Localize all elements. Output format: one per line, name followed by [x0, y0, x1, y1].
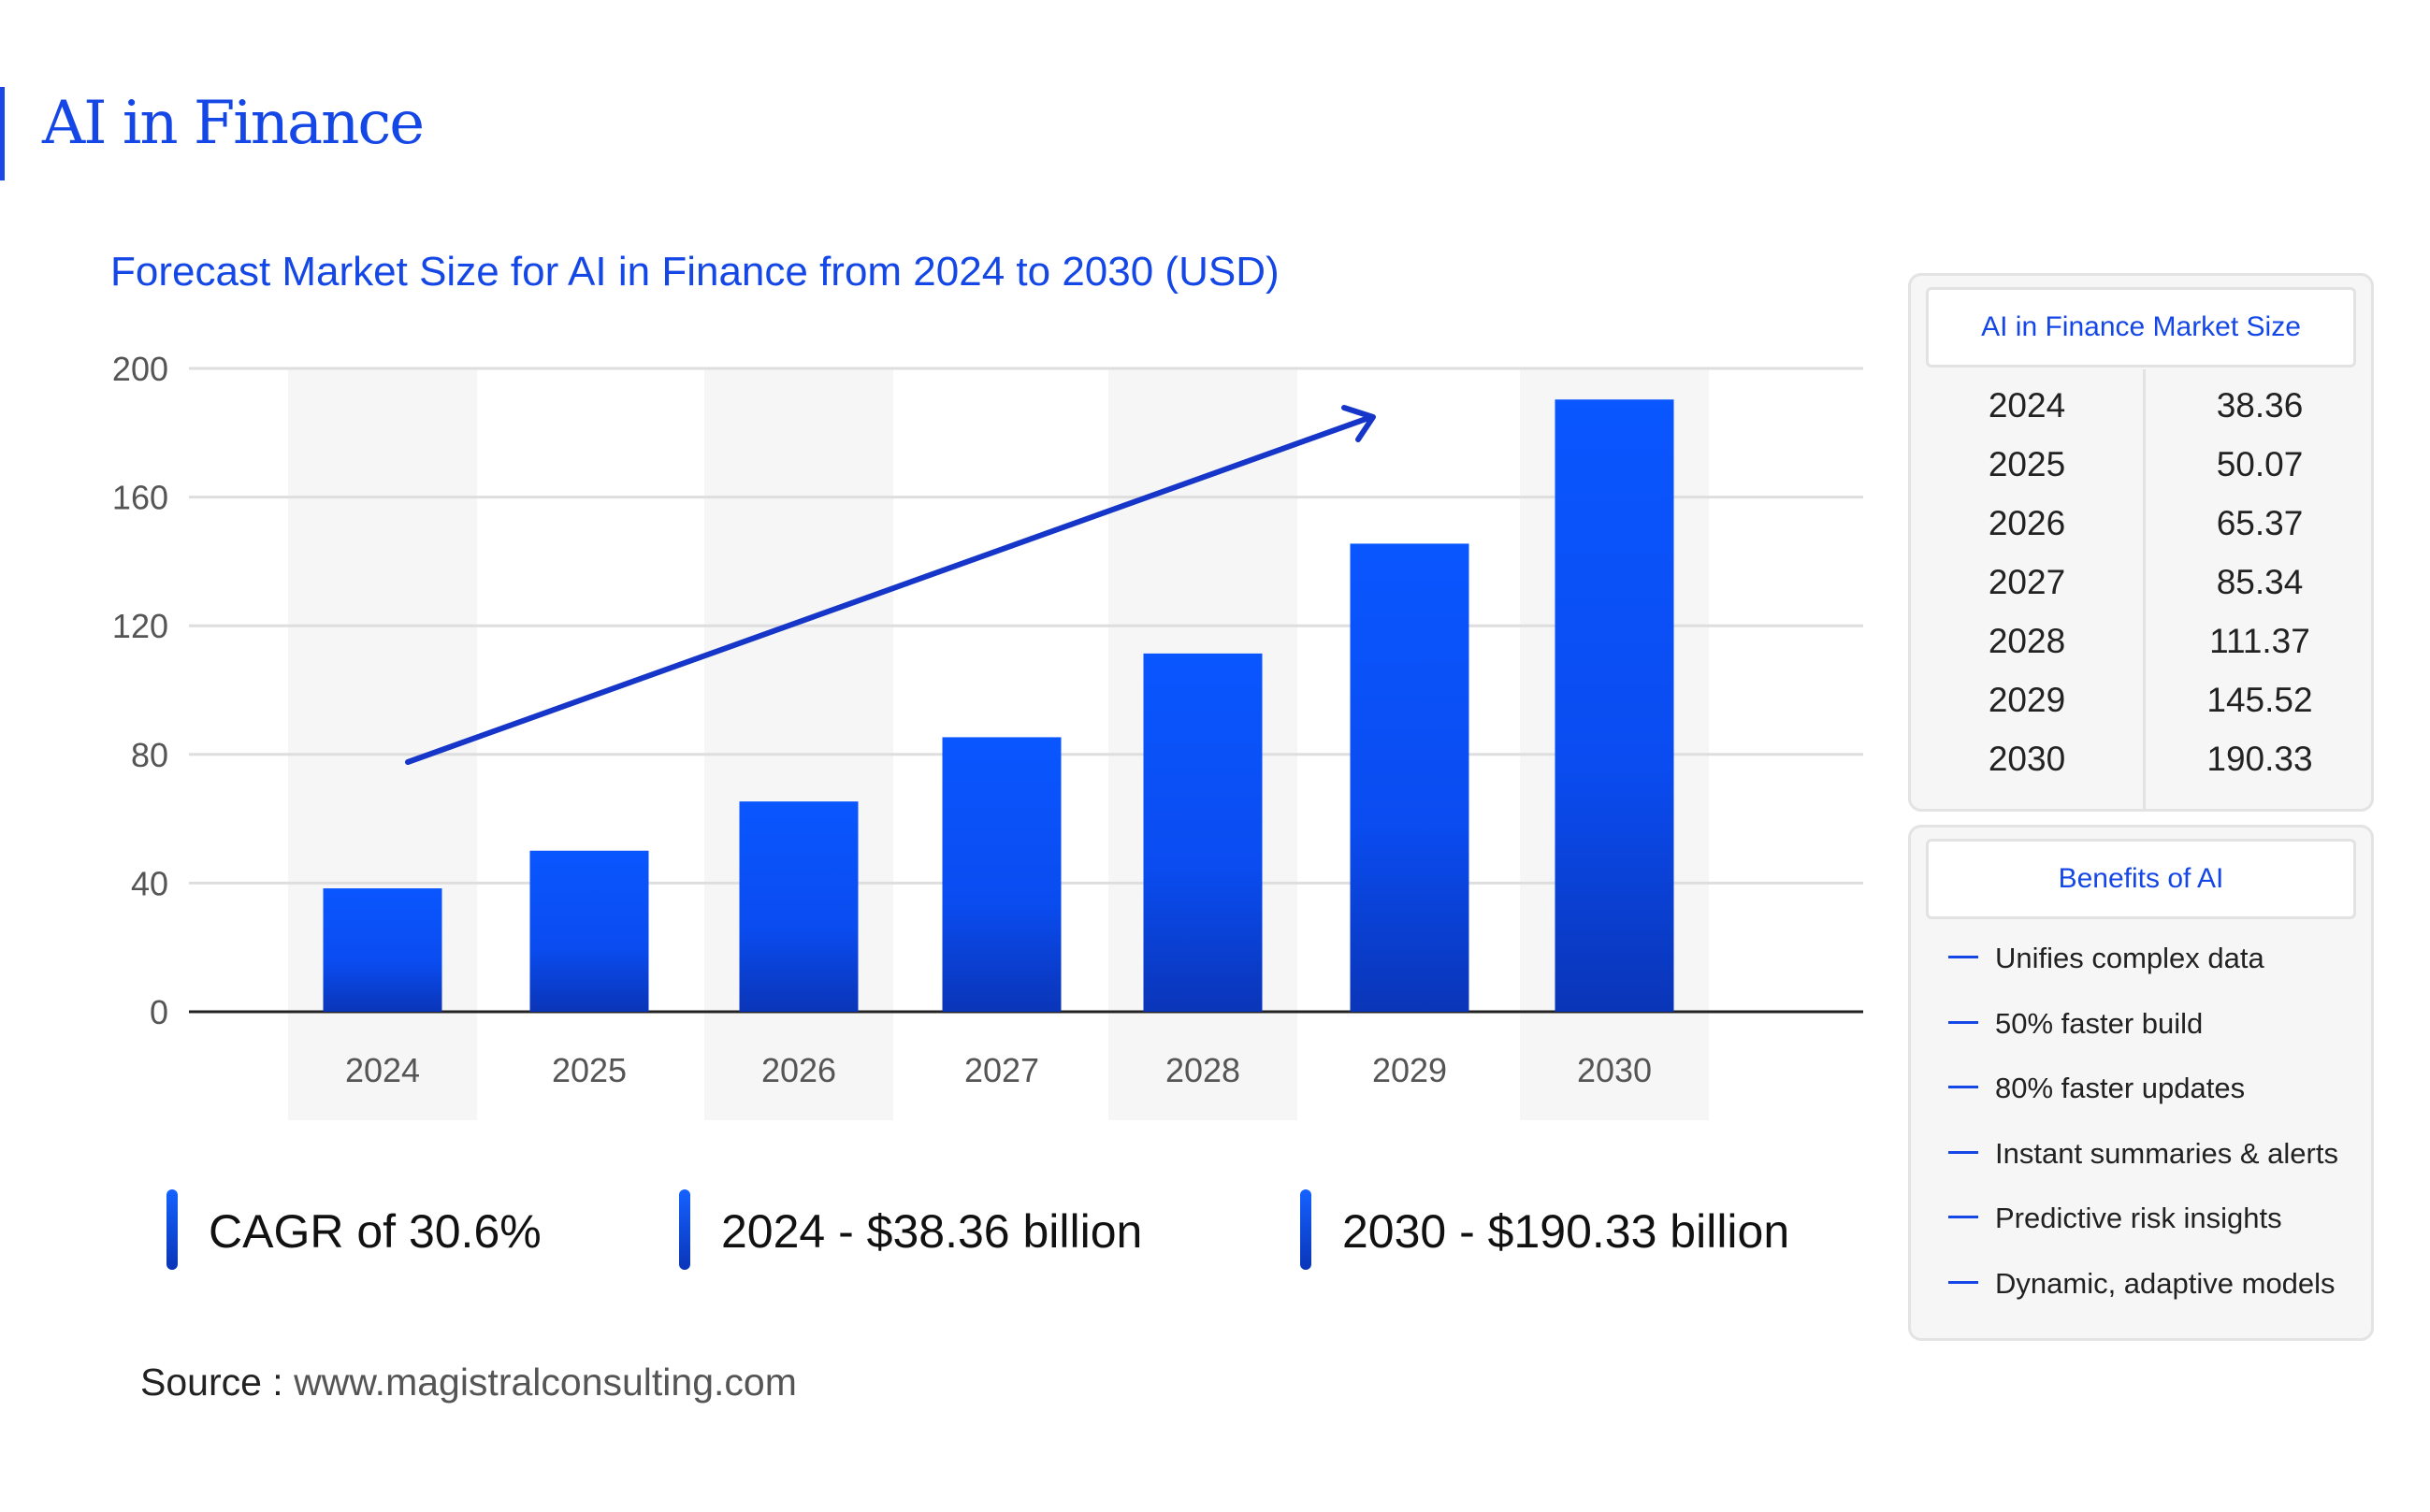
arrow-head-icon	[1341, 405, 1376, 442]
table-value: 111.37	[2209, 622, 2310, 660]
y-tick-label: 40	[131, 864, 168, 902]
table-row: 2024 38.36	[1911, 386, 2371, 445]
x-tick-label: 2029	[1372, 1051, 1447, 1089]
table-row: 2028 111.37	[1911, 622, 2371, 681]
y-tick-label: 0	[150, 993, 168, 1031]
benefit-item: Predictive risk insights	[1948, 1202, 2282, 1248]
table-divider	[2143, 369, 2146, 809]
benefit-item: Unifies complex data	[1948, 942, 2264, 988]
bar-2028	[1143, 653, 1263, 1012]
stat-text: CAGR of 30.6%	[209, 1205, 542, 1258]
table-row: 2025 50.07	[1911, 445, 2371, 504]
benefit-text: Instant summaries & alerts	[1995, 1137, 2338, 1170]
table-row: 2026 65.37	[1911, 504, 2371, 563]
table-row: 2029 145.52	[1911, 681, 2371, 740]
benefit-text: Predictive risk insights	[1995, 1202, 2282, 1234]
benefit-item: 50% faster build	[1948, 1007, 2203, 1054]
dash-icon	[1948, 1086, 1978, 1089]
stat-marker	[166, 1189, 178, 1270]
source-url: www.magistralconsulting.com	[294, 1361, 797, 1404]
table-row: 2027 85.34	[1911, 563, 2371, 622]
x-tick-label: 2030	[1577, 1051, 1652, 1089]
y-tick-label: 120	[112, 607, 168, 645]
chart-title: Forecast Market Size for AI in Finance f…	[110, 249, 1280, 295]
source-note: Source : www.magistralconsulting.com	[140, 1361, 797, 1404]
table-year: 2025	[1988, 445, 2066, 483]
bar-2027	[942, 737, 1062, 1012]
page-title: AI in Finance	[42, 89, 425, 158]
benefit-text: Unifies complex data	[1995, 942, 2264, 974]
dash-icon	[1948, 956, 1978, 959]
stat-marker	[1300, 1189, 1311, 1270]
market-size-title: AI in Finance Market Size	[1926, 287, 2356, 367]
table-year: 2030	[1988, 740, 2066, 778]
benefits-title: Benefits of AI	[1926, 839, 2356, 919]
y-tick-label: 200	[112, 350, 168, 388]
table-year: 2026	[1988, 504, 2066, 542]
bar-2030	[1555, 399, 1674, 1013]
table-value: 190.33	[2206, 740, 2313, 778]
table-year: 2024	[1988, 386, 2066, 425]
dash-icon	[1948, 1151, 1978, 1155]
benefit-item: Dynamic, adaptive models	[1948, 1267, 2336, 1314]
title-accent-rule	[0, 87, 5, 180]
table-value: 65.37	[2216, 504, 2304, 542]
y-tick-label: 160	[112, 479, 168, 517]
benefit-text: 50% faster build	[1995, 1007, 2204, 1040]
bar-2025	[529, 850, 649, 1012]
table-year: 2029	[1988, 681, 2066, 719]
dash-icon	[1948, 1021, 1978, 1025]
bar-2029	[1350, 543, 1469, 1012]
table-value: 145.52	[2206, 681, 2313, 719]
market-size-panel: AI in Finance Market Size 2024 38.36 202…	[1908, 273, 2374, 812]
table-year: 2027	[1988, 563, 2066, 601]
table-row: 2030 190.33	[1911, 740, 2371, 799]
table-value: 85.34	[2216, 563, 2304, 601]
table-year: 2028	[1988, 622, 2066, 660]
table-value: 38.36	[2216, 386, 2304, 425]
source-label: Source :	[140, 1361, 283, 1404]
benefits-panel: Benefits of AI Unifies complex data 50% …	[1908, 825, 2374, 1341]
stat-marker	[679, 1189, 690, 1270]
stat-text: 2024 - $38.36 billion	[721, 1205, 1143, 1258]
trend-arrow-line	[405, 414, 1374, 765]
dash-icon	[1948, 1216, 1978, 1219]
dash-icon	[1948, 1281, 1978, 1285]
x-tick-label: 2025	[552, 1051, 627, 1089]
x-tick-label: 2027	[964, 1051, 1039, 1089]
benefit-item: 80% faster updates	[1948, 1072, 2245, 1118]
x-tick-label: 2024	[345, 1051, 420, 1089]
bar-2024	[323, 888, 442, 1012]
benefit-item: Instant summaries & alerts	[1948, 1137, 2338, 1184]
benefit-text: Dynamic, adaptive models	[1995, 1267, 2336, 1300]
benefit-text: 80% faster updates	[1995, 1072, 2246, 1104]
x-tick-label: 2028	[1165, 1051, 1240, 1089]
table-value: 50.07	[2216, 445, 2304, 483]
stat-text: 2030 - $190.33 billion	[1342, 1205, 1790, 1258]
x-tick-label: 2026	[761, 1051, 836, 1089]
bar-2026	[739, 801, 859, 1012]
y-tick-label: 80	[131, 736, 168, 774]
